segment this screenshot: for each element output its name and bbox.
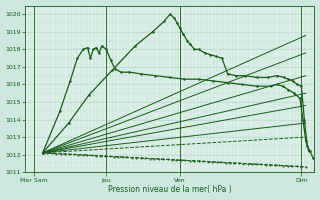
X-axis label: Pression niveau de la mer( hPa ): Pression niveau de la mer( hPa ) bbox=[108, 185, 232, 194]
